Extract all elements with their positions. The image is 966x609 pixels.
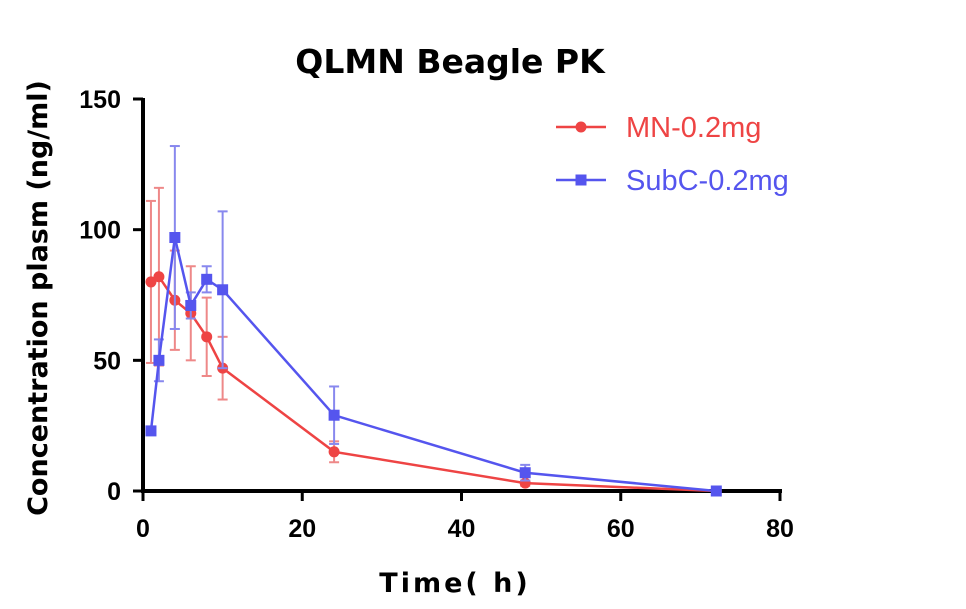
series-line <box>150 274 717 493</box>
legend: MN-0.2mg SubC-0.2mg <box>556 112 789 197</box>
data-point <box>145 425 157 437</box>
data-point <box>710 485 722 497</box>
series-0 <box>145 186 722 497</box>
y-tick-label: 50 <box>93 347 121 375</box>
data-point <box>169 232 181 244</box>
y-axis-title: Concentration plasm (ng/ml) <box>23 80 54 516</box>
axes <box>141 98 782 493</box>
data-point <box>153 271 165 283</box>
legend-label: MN-0.2mg <box>626 112 761 144</box>
x-tick-label: 80 <box>766 515 794 543</box>
data-point <box>153 354 165 366</box>
legend-marker <box>575 121 587 133</box>
data-point <box>217 284 229 296</box>
data-point <box>201 273 213 285</box>
legend-label: SubC-0.2mg <box>626 165 789 197</box>
data-point <box>328 409 340 421</box>
data-point <box>185 299 197 311</box>
x-tick-label: 0 <box>136 515 150 543</box>
data-point <box>328 446 340 458</box>
y-tick-label: 0 <box>107 478 121 506</box>
x-tick-label: 20 <box>288 515 316 543</box>
chart-title: QLMN Beagle PK <box>295 42 606 81</box>
data-point <box>145 276 157 288</box>
ticks: 0 20 40 60 80 0 50 100 150 <box>79 86 794 543</box>
data-point <box>201 331 213 343</box>
y-tick-label: 150 <box>79 86 121 114</box>
x-axis-title: Time( h) <box>379 568 530 599</box>
legend-item-1: SubC-0.2mg <box>556 165 789 197</box>
data-point <box>519 467 531 479</box>
legend-item-0: MN-0.2mg <box>556 112 761 144</box>
legend-marker <box>575 174 587 186</box>
series-1 <box>145 145 722 497</box>
series-line <box>149 237 717 493</box>
series-layer <box>145 145 722 497</box>
x-tick-label: 40 <box>448 515 476 543</box>
y-tick-label: 100 <box>79 217 121 245</box>
x-tick-label: 60 <box>607 515 635 543</box>
